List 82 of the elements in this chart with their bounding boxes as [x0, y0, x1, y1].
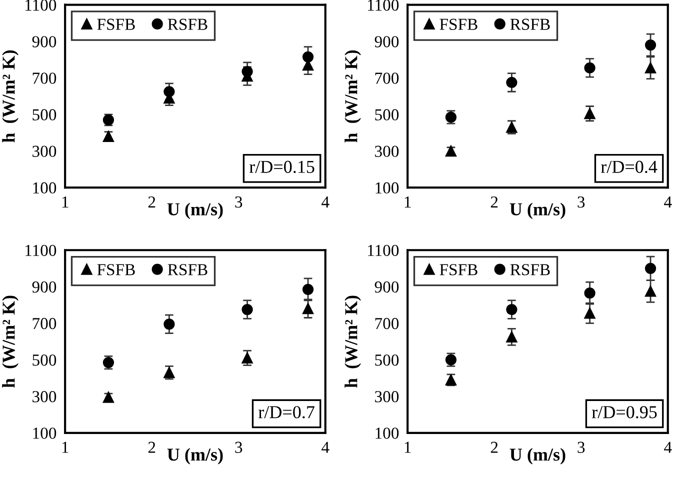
- point: [102, 392, 114, 403]
- point: [242, 352, 253, 364]
- y-tick-label: 900: [32, 281, 56, 293]
- point: [644, 62, 656, 74]
- x-tick-label: 1: [62, 442, 68, 453]
- y-tick-label: 1100: [26, 0, 56, 11]
- x-tick-label: 3: [578, 442, 585, 453]
- x-tick-label: 4: [664, 442, 672, 453]
- x-tick-label: 2: [148, 196, 156, 208]
- point: [164, 86, 175, 98]
- point: [164, 318, 175, 330]
- x-tick-label: 4: [664, 196, 672, 208]
- annotation: r/D=0.15: [249, 160, 314, 174]
- x-tick-label: 1: [62, 196, 68, 208]
- x-axis-title: U (m/s): [167, 448, 223, 464]
- y-tick-label: 900: [32, 36, 56, 48]
- annotation: r/D=0.4: [601, 160, 658, 174]
- y-tick-label: 300: [375, 391, 399, 402]
- y-tick-label: 100: [376, 428, 399, 439]
- legend-label: FSFB: [97, 18, 135, 30]
- point: [644, 286, 656, 297]
- point: [445, 145, 457, 157]
- x-tick-label: 4: [322, 442, 330, 453]
- point: [302, 51, 314, 62]
- y-tick-label: 500: [375, 354, 399, 366]
- legend-label: FSFB: [440, 264, 478, 276]
- point: [302, 303, 314, 314]
- point: [102, 130, 114, 142]
- x-tick-label: 2: [490, 442, 498, 453]
- y-tick-label: 100: [33, 182, 56, 194]
- legend-label: FSFB: [97, 264, 135, 276]
- point: [644, 262, 656, 274]
- point: [302, 284, 314, 295]
- y-tick-label: 300: [32, 146, 56, 157]
- point: [506, 331, 518, 342]
- point: [506, 76, 518, 88]
- x-tick-label: 3: [235, 196, 242, 208]
- y-tick-label: 1100: [26, 244, 56, 256]
- y-tick-label: 300: [375, 146, 399, 157]
- legend-label: RSFB: [168, 264, 208, 276]
- annotation: r/D=0.7: [258, 406, 314, 418]
- y-tick-label: 1100: [368, 244, 399, 256]
- point: [584, 108, 596, 120]
- y-tick-label: 300: [32, 391, 56, 402]
- annotation: r/D=0.95: [592, 406, 657, 418]
- legend-label: RSFB: [510, 18, 550, 30]
- y-tick-label: 900: [374, 36, 399, 48]
- y-tick-label: 700: [32, 72, 56, 84]
- point: [584, 62, 596, 74]
- y-tick-label: 500: [32, 354, 56, 366]
- point: [242, 304, 253, 316]
- y-axis-title: h (W/m² K): [344, 296, 361, 388]
- point: [242, 66, 253, 78]
- y-axis-title: h (W/m² K): [344, 50, 361, 142]
- legend-label: FSFB: [440, 18, 478, 30]
- y-tick-label: 500: [32, 109, 56, 120]
- y-axis-title: h (W/m² K): [2, 296, 18, 388]
- point: [584, 288, 596, 299]
- y-tick-label: 700: [32, 318, 56, 330]
- x-tick-label: 4: [322, 196, 330, 208]
- x-tick-label: 2: [148, 442, 156, 453]
- point: [584, 308, 596, 319]
- x-tick-label: 1: [404, 442, 411, 453]
- x-tick-label: 1: [404, 196, 411, 208]
- legend-label: RSFB: [168, 18, 208, 30]
- y-tick-label: 1100: [368, 0, 399, 11]
- x-axis-title: U (m/s): [510, 202, 566, 220]
- x-tick-label: 3: [578, 196, 585, 208]
- x-tick-label: 3: [235, 442, 242, 453]
- y-tick-label: 900: [374, 281, 399, 293]
- y-axis-title: h (W/m² K): [2, 50, 18, 142]
- y-tick-label: 700: [375, 318, 399, 330]
- y-tick-label: 100: [33, 428, 56, 439]
- y-tick-label: 100: [376, 182, 399, 194]
- point: [506, 304, 518, 316]
- point: [644, 39, 656, 51]
- y-tick-label: 500: [375, 109, 399, 120]
- x-axis-title: U (m/s): [167, 202, 223, 220]
- y-tick-label: 700: [375, 72, 399, 84]
- x-tick-label: 2: [490, 196, 498, 208]
- legend-label: RSFB: [510, 264, 550, 276]
- x-axis-title: U (m/s): [510, 448, 566, 464]
